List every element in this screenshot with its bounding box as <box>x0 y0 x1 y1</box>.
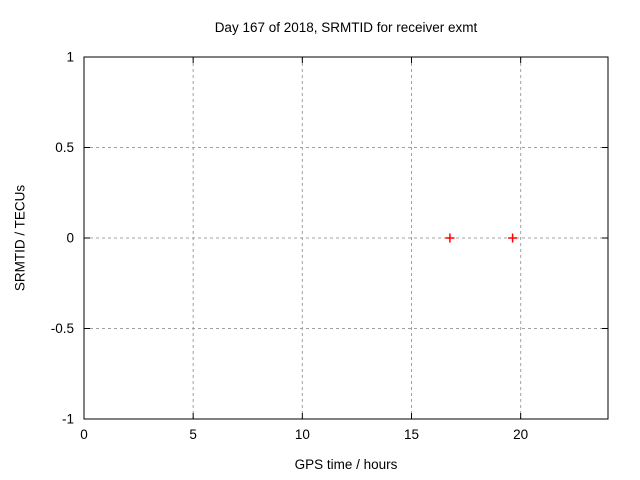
y-tick-label: 1 <box>66 50 74 65</box>
x-tick-label: 20 <box>513 427 528 442</box>
y-tick-label: -0.5 <box>51 321 74 336</box>
x-tick-label: 10 <box>295 427 310 442</box>
y-tick-label: 0.5 <box>55 140 74 155</box>
y-tick-label: 0 <box>66 231 74 246</box>
chart-title: Day 167 of 2018, SRMTID for receiver exm… <box>214 20 478 35</box>
plot-border <box>83 56 609 420</box>
x-axis-label: GPS time / hours <box>294 457 398 472</box>
x-tick-label: 15 <box>404 427 419 442</box>
y-tick-label: -1 <box>62 412 74 427</box>
x-tick-label: 0 <box>80 427 88 442</box>
x-tick-label: 5 <box>189 427 197 442</box>
